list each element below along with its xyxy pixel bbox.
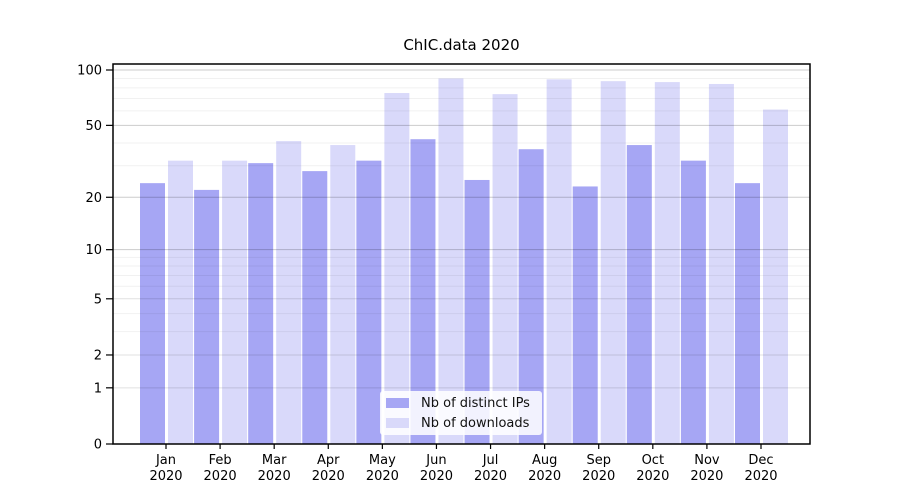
x-tick-label-year-dec: 2020	[744, 469, 777, 484]
legend: Nb of distinct IPs Nb of downloads	[380, 391, 542, 435]
legend-item-distinct-ips: Nb of distinct IPs	[380, 396, 542, 411]
x-tick-label-month-sep: Sep	[586, 453, 611, 468]
bar-distinct-ips-dec	[735, 183, 760, 444]
bar-distinct-ips-jan	[140, 183, 165, 444]
bar-distinct-ips-feb	[194, 189, 220, 444]
legend-swatch-distinct-ips-icon	[386, 398, 409, 408]
x-tick-label-year-mar: 2020	[258, 469, 291, 484]
x-tick-label-month-apr: Apr	[317, 453, 340, 468]
bar-downloads-jul	[492, 94, 518, 445]
bar-downloads-aug	[546, 79, 572, 445]
x-tick-label-month-feb: Feb	[209, 453, 232, 468]
x-tick-label-year-oct: 2020	[636, 469, 669, 484]
y-tick-label-100: 100	[77, 64, 102, 79]
legend-item-downloads: Nb of downloads	[380, 416, 542, 431]
bar-distinct-ips-apr	[302, 171, 328, 444]
x-tick-label-year-sep: 2020	[582, 469, 615, 484]
x-tick-label-year-jun: 2020	[420, 469, 453, 484]
y-tick-label-10: 10	[85, 243, 102, 258]
bar-downloads-jan	[168, 160, 193, 444]
bar-downloads-oct	[654, 82, 680, 445]
y-tick-label-50: 50	[85, 119, 102, 134]
bar-distinct-ips-may	[356, 160, 382, 444]
bar-downloads-dec	[763, 109, 788, 444]
x-tick-label-year-apr: 2020	[312, 469, 345, 484]
x-tick-label-year-nov: 2020	[690, 469, 723, 484]
x-tick-label-month-jul: Jul	[482, 453, 499, 468]
y-tick-label-0: 0	[94, 438, 102, 453]
x-tick-label-month-mar: Mar	[262, 453, 287, 468]
bar-downloads-jun	[438, 78, 464, 445]
x-tick-label-month-dec: Dec	[748, 453, 773, 468]
plot-border	[112, 63, 811, 445]
bar-downloads-feb	[222, 160, 248, 444]
bar-downloads-mar	[276, 141, 302, 444]
x-tick-label-year-feb: 2020	[204, 469, 237, 484]
x-tick-label-month-nov: Nov	[694, 453, 720, 468]
bar-distinct-ips-sep	[572, 186, 598, 444]
x-tick-label-year-may: 2020	[366, 469, 399, 484]
x-tick-label-month-may: May	[369, 453, 396, 468]
bar-downloads-nov	[708, 83, 734, 444]
x-tick-label-month-jun: Jun	[425, 453, 446, 468]
chart-title: ChIC.data 2020	[403, 36, 520, 54]
y-tick-label-2: 2	[94, 348, 102, 363]
bar-downloads-may	[384, 93, 410, 445]
legend-swatch-downloads-icon	[386, 418, 409, 428]
x-tick-label-month-aug: Aug	[532, 453, 557, 468]
bar-distinct-ips-mar	[248, 163, 274, 444]
legend-label-distinct-ips: Nb of distinct IPs	[421, 395, 530, 411]
x-tick-label-year-jan: 2020	[149, 469, 182, 484]
bar-downloads-sep	[600, 81, 626, 444]
x-tick-label-month-jan: Jan	[155, 453, 176, 468]
x-tick-label-month-oct: Oct	[642, 453, 664, 468]
x-tick-label-year-aug: 2020	[528, 469, 561, 484]
y-tick-label-1: 1	[94, 381, 102, 396]
legend-label-downloads: Nb of downloads	[421, 415, 530, 431]
x-tick-label-year-jul: 2020	[474, 469, 507, 484]
bar-downloads-apr	[330, 145, 356, 444]
bar-distinct-ips-oct	[626, 145, 652, 444]
bar-distinct-ips-nov	[680, 160, 706, 444]
y-tick-label-5: 5	[94, 292, 102, 307]
y-tick-label-20: 20	[85, 191, 102, 206]
